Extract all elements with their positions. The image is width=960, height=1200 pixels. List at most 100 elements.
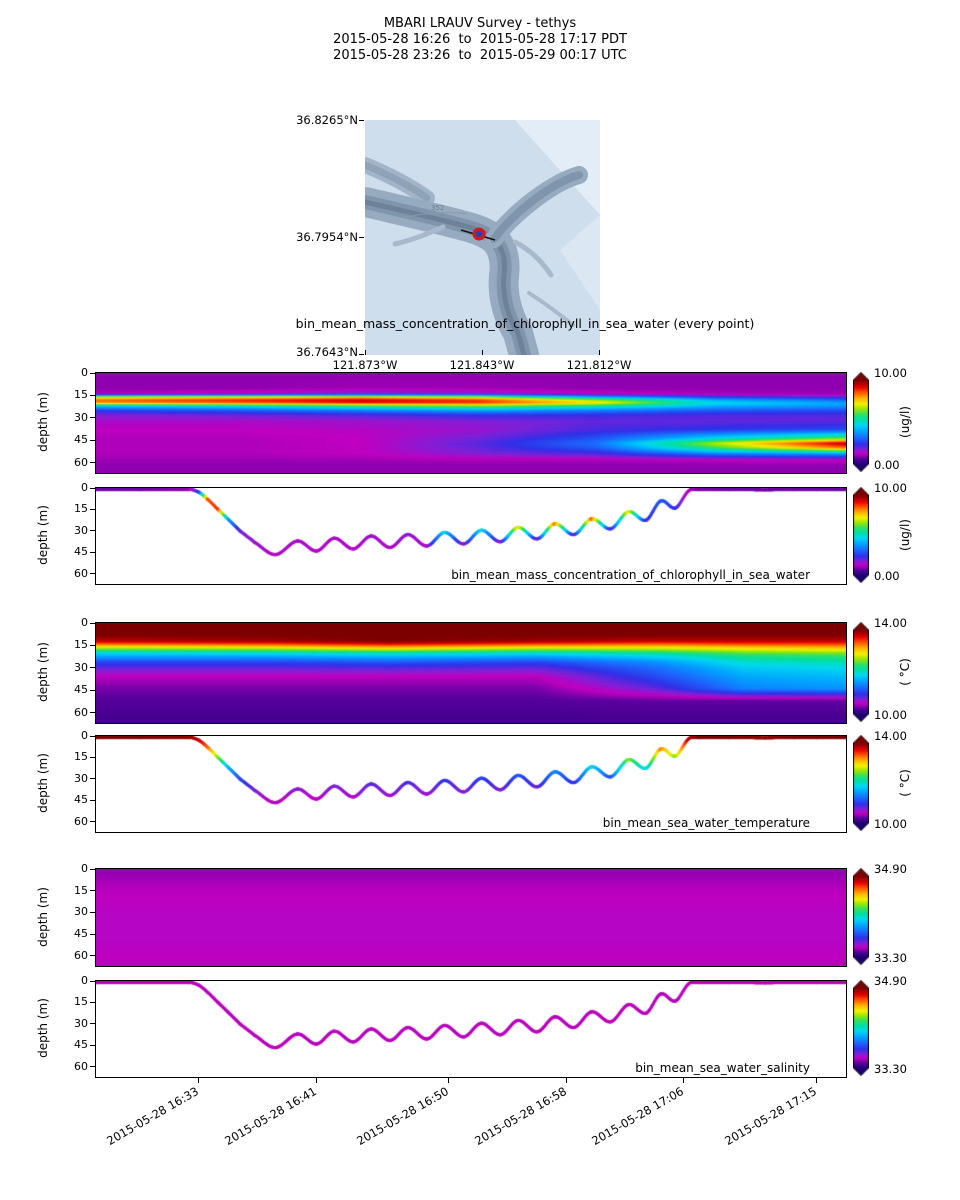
colorbar-unit-wrap: ( °C): [892, 735, 918, 831]
depth-axis-label-wrap: depth (m): [28, 622, 58, 722]
colorbar-min-label: 33.30: [874, 1062, 907, 1076]
depth-tick-mark: [90, 508, 95, 510]
depth-axis-label-wrap: depth (m): [28, 735, 58, 831]
salinity-track-canvas: [96, 981, 846, 1077]
depth-tick-label: 60: [74, 705, 88, 719]
time-tick-mark: [447, 1078, 449, 1083]
depth-contour-label: 352: [431, 204, 444, 212]
bathymetry-map-svg: 352: [350, 120, 600, 370]
depth-tick-mark: [90, 799, 95, 801]
figure-title: MBARI LRAUV Survey - tethys: [383, 16, 577, 31]
salinity-track-colorbar: [853, 980, 869, 1076]
chlorophyll-heatmap-panel: [95, 372, 847, 474]
depth-tick-mark: [90, 933, 95, 935]
time-tick-label: 2015-05-28 16:33: [104, 1084, 201, 1148]
depth-tick-label: 60: [74, 455, 88, 469]
depth-tick-label: 45: [74, 683, 88, 697]
depth-axis-label-wrap: depth (m): [28, 372, 58, 472]
temperature-heatmap-canvas: [96, 623, 846, 723]
depth-tick-mark: [90, 372, 95, 374]
temperature-track-canvas: [96, 736, 846, 832]
figure-subtitle-pdt: 2015-05-28 16:26 to 2015-05-28 17:17 PDT: [333, 32, 627, 47]
depth-tick-label: 30: [74, 905, 88, 919]
depth-tick-label: 45: [74, 927, 88, 941]
depth-tick-mark: [90, 551, 95, 553]
depth-tick-mark: [90, 911, 95, 913]
colorbar-min-label: 0.00: [874, 569, 900, 583]
series-label: bin_mean_sea_water_temperature: [602, 816, 810, 830]
depth-tick-mark: [90, 622, 95, 624]
salinity-heatmap-colorbar: [853, 868, 869, 965]
depth-tick-mark: [90, 955, 95, 957]
map-lat-label-bottom: 36.7643°N: [296, 345, 358, 359]
temperature-heatmap-panel: [95, 622, 847, 724]
vehicle-position-marker-inner: [476, 231, 482, 237]
depth-tick-label: 15: [74, 638, 88, 652]
chlorophyll-heatmap-canvas: [96, 373, 846, 473]
depth-tick-label: 30: [74, 771, 88, 785]
colorbar-unit-label: ( °C): [898, 658, 912, 686]
time-tick-mark: [197, 1078, 199, 1083]
depth-tick-label: 15: [74, 388, 88, 402]
depth-axis-label-wrap: depth (m): [28, 980, 58, 1076]
salinity-heatmap-panel: [95, 868, 847, 967]
colorbar-unit-label: (ug/l): [898, 406, 912, 438]
salinity-heatmap-canvas: [96, 869, 846, 966]
depth-tick-label: 30: [74, 1016, 88, 1030]
colorbar-unit-wrap: [892, 868, 918, 965]
depth-tick-label: 0: [81, 729, 88, 742]
depth-tick-mark: [90, 712, 95, 714]
depth-tick-mark: [90, 530, 95, 532]
colorbar-min-label: 10.00: [874, 708, 907, 722]
time-tick-label: 2015-05-28 17:06: [589, 1084, 687, 1148]
depth-tick-mark: [90, 1066, 95, 1068]
depth-tick-label: 30: [74, 523, 88, 537]
colorbar-max-label: 10.00: [874, 366, 907, 380]
depth-axis-label: depth (m): [36, 886, 51, 947]
time-tick-label: 2015-05-28 16:41: [221, 1084, 319, 1148]
chlorophyll-track-colorbar: [853, 487, 869, 583]
depth-tick-mark: [90, 821, 95, 823]
colorbar-max-label: 34.90: [874, 862, 907, 876]
depth-tick-label: 45: [74, 1038, 88, 1052]
station-map: 352: [350, 120, 600, 370]
depth-tick-label: 45: [74, 793, 88, 807]
depth-tick-mark: [90, 1001, 95, 1003]
depth-tick-label: 60: [74, 814, 88, 828]
depth-tick-label: 60: [74, 566, 88, 580]
colorbar-min-label: 0.00: [874, 458, 900, 472]
depth-axis-label: depth (m): [36, 753, 51, 813]
depth-tick-mark: [90, 980, 95, 982]
time-tick-label: 2015-05-28 16:50: [354, 1084, 451, 1148]
depth-tick-mark: [90, 487, 95, 489]
figure-subtitle-utc: 2015-05-28 23:26 to 2015-05-29 00:17 UTC: [333, 48, 627, 63]
colorbar-unit-wrap: (ug/l): [892, 487, 918, 583]
colorbar-max-label: 14.00: [874, 729, 907, 743]
depth-tick-label: 0: [81, 974, 88, 987]
time-tick-label: 2015-05-28 17:15: [721, 1084, 819, 1148]
depth-axis-label: depth (m): [36, 642, 51, 702]
depth-tick-mark: [90, 778, 95, 780]
depth-tick-label: 45: [74, 433, 88, 447]
depth-tick-mark: [90, 439, 95, 441]
salinity-track-panel: bin_mean_sea_water_salinity: [95, 980, 847, 1078]
chlorophyll-track-panel: bin_mean_mass_concentration_of_chlorophy…: [95, 487, 847, 585]
depth-tick-mark: [90, 573, 95, 575]
map-lon-label-mid: 121.843°W: [449, 358, 515, 372]
depth-axis-label: depth (m): [36, 998, 51, 1058]
depth-tick-mark: [90, 1023, 95, 1025]
depth-tick-label: 15: [74, 750, 88, 764]
depth-tick-mark: [90, 890, 95, 892]
depth-tick-label: 60: [74, 948, 88, 962]
depth-tick-mark: [90, 462, 95, 464]
depth-tick-label: 15: [74, 883, 88, 897]
colorbar-unit-wrap: [892, 980, 918, 1076]
depth-tick-mark: [90, 394, 95, 396]
colorbar-unit-label: (ug/l): [898, 519, 912, 551]
colorbar-unit-wrap: ( °C): [892, 622, 918, 722]
colorbar-min-label: 33.30: [874, 951, 907, 965]
temperature-heatmap-colorbar: [853, 622, 869, 722]
map-lat-label-mid: 36.7954°N: [296, 230, 358, 244]
series-label: bin_mean_sea_water_salinity: [635, 1061, 810, 1075]
